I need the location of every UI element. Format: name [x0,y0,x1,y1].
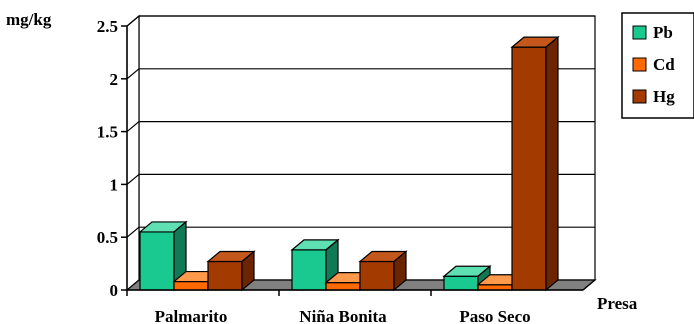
bar-side [393,250,407,292]
legend-label-hg: Hg [653,87,675,106]
bar-front [207,260,243,291]
legend-swatch-pb [632,25,647,40]
x-tick-label: Paso Seco [459,307,530,324]
gridline-side [126,15,140,27]
bar-front [173,280,209,291]
bar-hg [358,250,408,292]
bar-pb [442,264,492,292]
bar-front [139,231,175,291]
bar-front [477,284,513,291]
gridline-side [126,68,140,80]
x-tick-label: Niña Bonita [299,307,387,324]
gridline-side [126,226,140,238]
bar-hg [510,35,560,292]
x-tick-label: Palmarito [155,307,228,324]
y-axis-label: mg/kg [6,10,52,29]
axes: 0 0.5 1 1.5 2 2.5 Palmarito Niña Bonita Paso Sec… [97,17,596,324]
x-axis-label: Presa [597,294,638,313]
legend: Pb Cd Hg [621,12,694,119]
bar-front [291,249,327,291]
bar-group [138,35,560,292]
bar-front [325,282,361,291]
x-axis-edge [582,279,596,291]
legend-swatch-hg [632,89,647,104]
legend-label-pb: Pb [653,23,673,42]
legend-label-cd: Cd [653,55,675,74]
y-tick-label: 0.5 [97,228,118,247]
bar-side [545,35,559,292]
y-tick-label: 2.5 [97,17,118,36]
bar-hg [206,250,256,292]
y-tick-label: 2 [110,70,119,89]
y-tick-label: 1 [110,175,119,194]
plot-side-wall [126,14,140,292]
bar-front [443,275,479,291]
legend-swatch-cd [632,57,647,72]
bar-front [359,260,395,291]
y-tick-label: 1.5 [97,123,118,142]
y-tick-label: 0 [110,281,119,300]
bar-front [511,46,547,291]
bar-side [241,250,255,292]
gridline-side [126,121,140,133]
gridline-side [126,173,140,185]
